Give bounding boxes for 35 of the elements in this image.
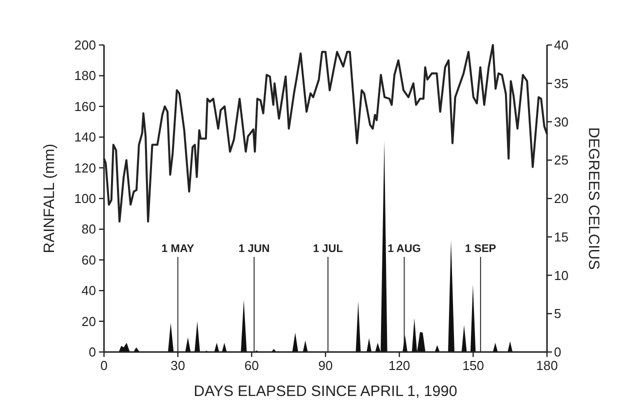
y-tick-label: 100 <box>74 191 96 206</box>
y2-tick-label: 25 <box>554 152 568 168</box>
y2-tick-label: 20 <box>554 191 568 206</box>
y2-tick-label: 35 <box>554 76 568 91</box>
x-tick-label: 150 <box>462 358 484 373</box>
y-tick-label: 0 <box>88 344 96 360</box>
x-axis-title: DAYS ELAPSED SINCE APRIL 1, 1990 <box>194 383 458 400</box>
x-tick-label: 180 <box>536 358 558 373</box>
y-tick-label: 40 <box>82 283 96 298</box>
ref-line-label: 1 MAY <box>162 243 195 256</box>
y-tick-label: 120 <box>74 160 96 176</box>
y2-tick-label: 10 <box>554 268 568 283</box>
ref-line-label: 1 JUN <box>238 243 270 256</box>
y-tick-label: 140 <box>74 130 96 145</box>
y-tick-label: 200 <box>74 38 96 52</box>
ref-line-label: 1 SEP <box>464 243 496 256</box>
x-tick-label: 90 <box>318 358 333 373</box>
y2-tick-label: 15 <box>554 229 568 244</box>
y-axis-title: RAINFALL (mm) <box>41 144 58 254</box>
y-tick-label: 160 <box>74 98 96 114</box>
y2-tick-label: 40 <box>554 38 568 52</box>
y-tick-label: 180 <box>74 68 96 84</box>
x-tick-label: 30 <box>170 358 186 373</box>
x-tick-label: 120 <box>388 358 410 373</box>
y2-tick-label: 0 <box>554 344 562 360</box>
y2-tick-label: 30 <box>554 114 568 130</box>
y2-tick-label: 5 <box>554 306 562 322</box>
y-tick-label: 60 <box>82 252 96 268</box>
ref-line-label: 1 JUL <box>312 243 344 256</box>
y2-axis-title: DEGREES CELCIUS <box>585 127 602 270</box>
y-tick-label: 80 <box>82 222 96 237</box>
y-tick-label: 20 <box>82 314 96 329</box>
x-tick-label: 0 <box>100 358 108 373</box>
ref-line-label: 1 AUG <box>388 243 421 256</box>
x-tick-label: 60 <box>244 358 259 373</box>
